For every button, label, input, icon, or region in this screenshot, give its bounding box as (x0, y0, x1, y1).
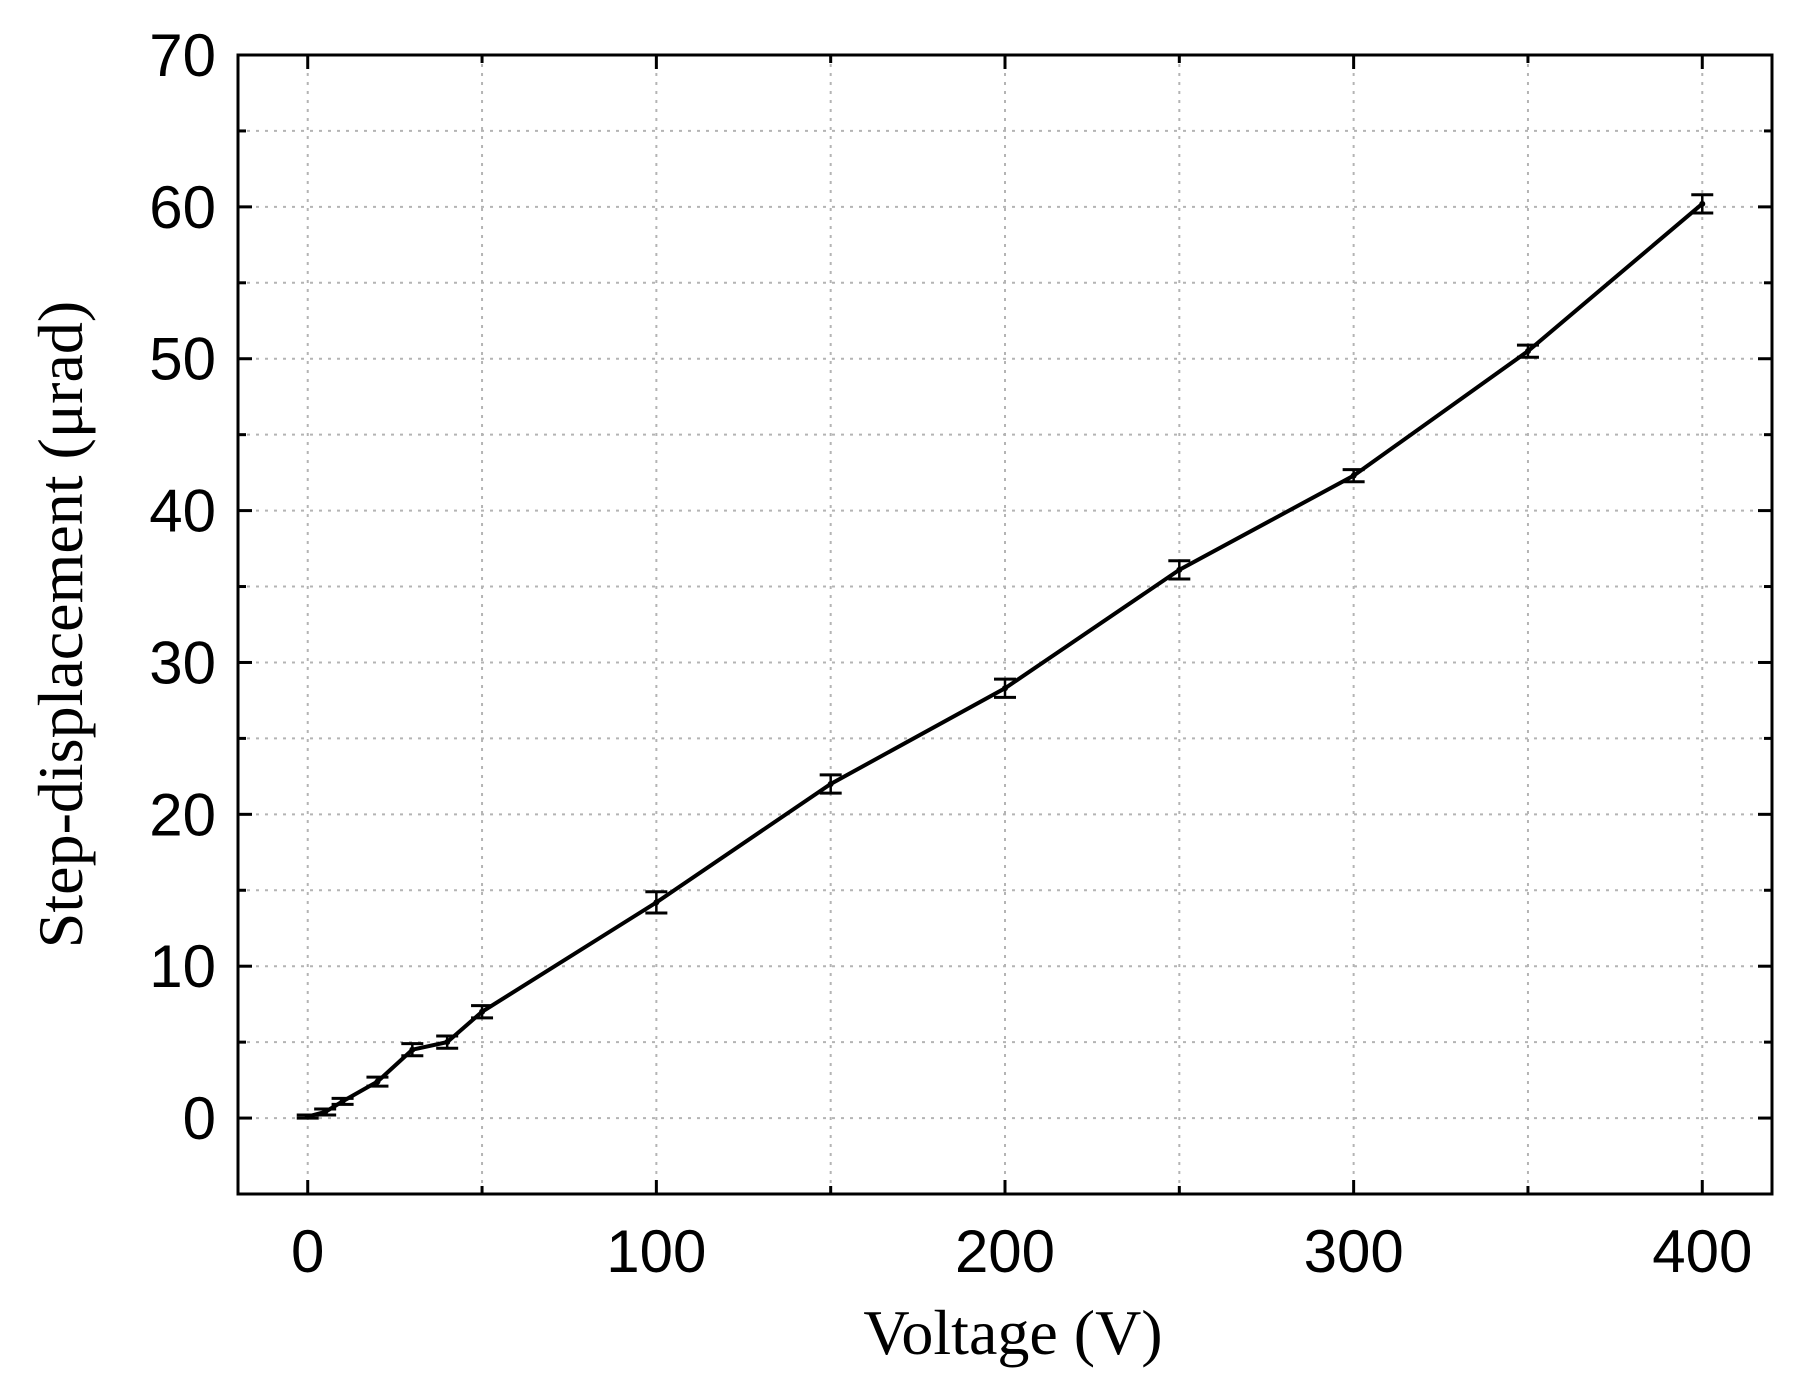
label-layer: 0 100 200 300 400 0 10 20 30 40 50 60 70 (149, 22, 1752, 1285)
x-tick-label: 400 (1652, 1218, 1752, 1285)
y-tick-label: 70 (149, 22, 216, 89)
y-tick-label: 40 (149, 478, 216, 545)
data-point (1002, 685, 1008, 692)
x-tick-label: 100 (606, 1218, 706, 1285)
data-point (827, 780, 834, 787)
data-point (322, 1108, 329, 1115)
grid-layer (238, 54, 1772, 1194)
y-tick-label: 60 (149, 174, 216, 241)
data-point (479, 1008, 486, 1015)
y-tick-label: 10 (149, 933, 216, 1000)
y-tick-label: 50 (149, 326, 216, 393)
data-point (1524, 348, 1531, 355)
plot-frame (236, 53, 1774, 1196)
x-tick-label: 0 (291, 1218, 324, 1285)
data-point (444, 1039, 451, 1046)
data-point (339, 1098, 346, 1105)
data-point (304, 1113, 311, 1120)
x-tick-label: 300 (1304, 1218, 1404, 1285)
data-point (1176, 566, 1183, 573)
y-tick-label: 0 (183, 1085, 216, 1152)
y-tick-label: 20 (149, 781, 216, 848)
y-axis-label: Step-displacement (μrad) (25, 301, 96, 948)
data-point (409, 1046, 416, 1053)
data-point (1699, 200, 1706, 207)
x-tick-label: 200 (955, 1218, 1055, 1285)
series-layer (296, 193, 1714, 1120)
data-point (653, 899, 660, 906)
data-point (374, 1078, 381, 1085)
x-axis-label: Voltage (V) (863, 1297, 1162, 1368)
y-tick-label: 30 (149, 629, 216, 696)
data-point (1350, 472, 1357, 479)
